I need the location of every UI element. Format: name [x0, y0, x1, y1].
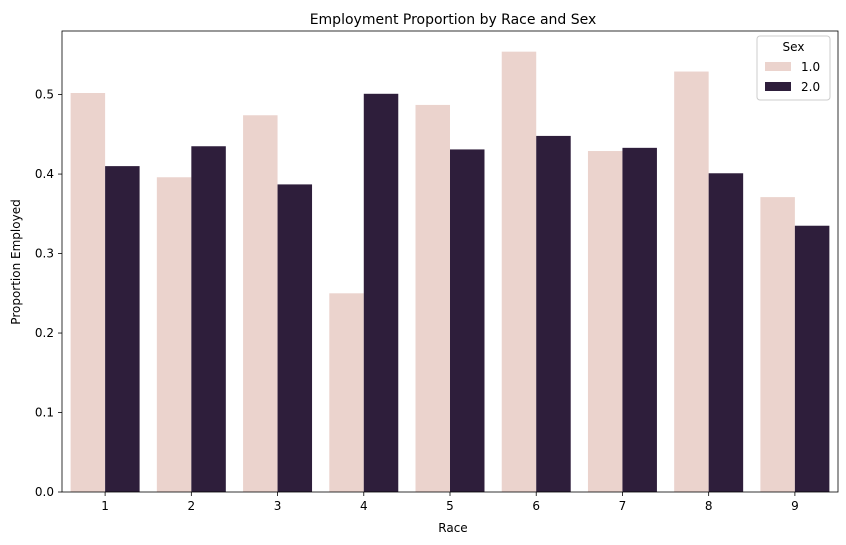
bar-sex-1.0-race-4 — [329, 293, 364, 492]
bar-sex-2.0-race-7 — [622, 147, 657, 492]
bar-sex-2.0-race-9 — [794, 225, 830, 492]
bar-sex-2.0-race-6 — [536, 135, 571, 492]
bar-sex-1.0-race-7 — [587, 151, 623, 492]
x-tick-label: 5 — [446, 499, 454, 513]
bar-sex-2.0-race-1 — [105, 166, 140, 492]
legend-label-1.0: 1.0 — [801, 60, 820, 74]
x-tick-label: 8 — [705, 499, 713, 513]
bar-sex-1.0-race-8 — [674, 71, 709, 493]
y-tick-label: 0.3 — [35, 247, 54, 261]
y-tick-label: 0.0 — [35, 485, 54, 499]
x-tick-label: 7 — [619, 499, 627, 513]
bar-sex-1.0-race-1 — [70, 92, 106, 492]
x-tick-label: 6 — [532, 499, 540, 513]
y-tick-label: 0.2 — [35, 326, 54, 340]
bar-sex-1.0-race-6 — [501, 51, 537, 492]
x-tick-label: 2 — [188, 499, 196, 513]
x-tick-label: 9 — [791, 499, 799, 513]
chart-title: Employment Proportion by Race and Sex — [310, 12, 597, 28]
legend: Sex 1.0 2.0 — [756, 35, 831, 101]
y-tick-label: 0.4 — [35, 167, 54, 181]
plot-area: 1 2 3 4 5 6 7 8 9 0.0 0.1 0.2 0.3 0.4 0.5 — [35, 30, 839, 513]
legend-swatch-2.0 — [765, 82, 791, 91]
y-axis-label: Proportion Employed — [9, 199, 23, 324]
bar-sex-1.0-race-5 — [415, 104, 450, 492]
y-tick-label: 0.1 — [35, 406, 54, 420]
y-tick-label: 0.5 — [35, 88, 54, 102]
legend-title: Sex — [783, 40, 805, 54]
bar-sex-1.0-race-2 — [156, 177, 192, 492]
legend-label-2.0: 2.0 — [801, 80, 820, 94]
bar-sex-1.0-race-3 — [243, 115, 278, 493]
x-tick-label: 1 — [101, 499, 109, 513]
bar-sex-2.0-race-8 — [708, 173, 744, 492]
bar-sex-2.0-race-4 — [363, 93, 399, 492]
x-axis-label: Race — [438, 521, 467, 535]
bar-sex-2.0-race-2 — [191, 146, 226, 492]
bar-sex-2.0-race-3 — [277, 184, 313, 492]
x-tick-label: 4 — [360, 499, 368, 513]
x-tick-label: 3 — [274, 499, 282, 513]
legend-swatch-1.0 — [765, 62, 791, 71]
bar-sex-1.0-race-9 — [760, 197, 795, 493]
bar-sex-2.0-race-5 — [450, 149, 485, 492]
